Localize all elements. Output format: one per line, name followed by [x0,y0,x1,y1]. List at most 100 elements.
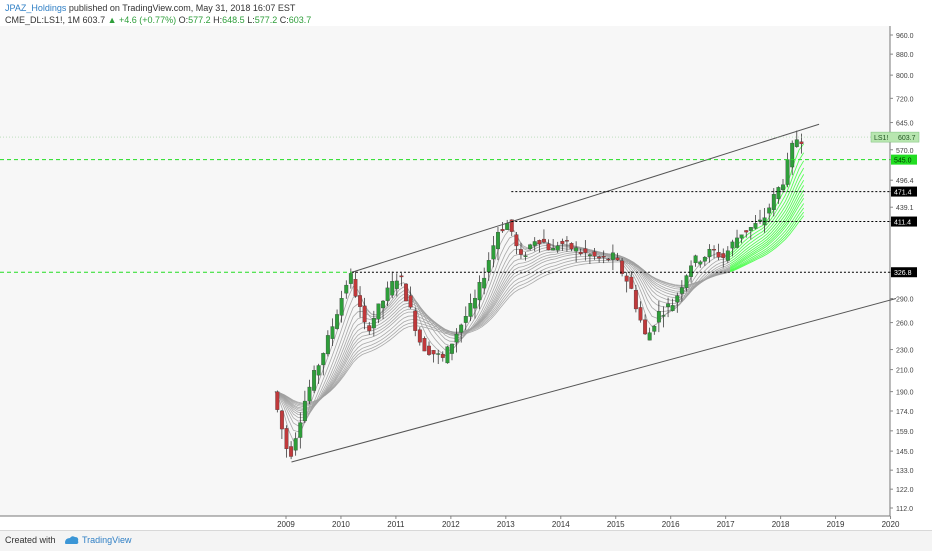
symbol-label[interactable]: CME_DL:LS1!, 1M [5,15,81,25]
candle-down [275,391,280,410]
x-tick-label: 2012 [442,520,460,529]
candle-up [698,261,703,265]
candle-up [587,254,592,257]
lower-channel-line [291,298,897,463]
y-tick-label: 260.0 [896,321,914,328]
candle-down [353,279,358,297]
candle-up [647,332,652,341]
ma-ribbon-line [274,244,731,422]
candle-up [684,275,689,289]
candle-up [679,287,684,294]
ma-ribbon-green-line [729,189,805,268]
ma-ribbon-green-line [729,211,805,272]
candle-up [532,241,537,246]
candle-down [289,446,294,457]
candle-up [735,237,739,248]
y-tick-label: 720.0 [896,96,914,103]
candle-up [689,265,694,277]
candle-up [381,300,385,309]
candle-up [330,326,335,339]
candle-down [629,276,634,289]
candle-down [537,240,542,245]
y-tick-label: 645.0 [896,121,914,128]
candle-down [592,251,597,257]
x-tick-label: 2011 [387,520,405,529]
y-tick-label: 960.0 [896,33,914,40]
candle-up [302,400,307,422]
candle-down [606,258,611,261]
candle-up [348,273,353,284]
candle-up [785,159,790,185]
candle-up [477,282,482,301]
candle-up [670,305,675,311]
y-tick-label: 439.1 [896,205,914,212]
y-tick-label: 290.0 [896,297,914,304]
y-tick-label: 133.0 [896,468,914,475]
low-value: 577.2 [254,15,278,25]
candle-up [555,245,560,251]
ma-ribbon-line [274,242,731,427]
y-tick-label: 112.0 [896,506,913,513]
tradingview-brand-link[interactable]: TradingView [82,535,132,545]
candle-down [431,350,436,355]
candle-up [454,333,459,343]
ma-ribbon-line [274,257,731,406]
candle-up [661,315,666,317]
ma-ribbon-green-line [729,160,805,258]
ma-ribbon-line [274,248,731,414]
ma-ribbon-green-line [729,207,805,272]
candle-up [482,277,487,289]
author-link[interactable]: JPAZ_Holdings [5,3,67,13]
ma-ribbon-line [274,253,731,409]
high-value: 648.5 [222,15,245,25]
candle-up [316,365,321,376]
candle-up [394,280,399,289]
candle-down [514,234,519,247]
y-tick-label: 570.0 [896,148,914,155]
y-tick-label: 122.0 [896,487,914,494]
candle-up [486,260,491,273]
candle-down [620,260,625,274]
candle-down [413,310,418,331]
created-with-label: Created with [5,535,56,545]
candle-down [721,253,726,258]
candle-up [610,252,615,260]
candle-up [790,142,795,168]
candle-down [624,275,629,282]
candle-up [491,245,496,260]
level-price-tag [891,216,917,227]
level-price-tag [891,186,917,197]
candle-up [652,325,657,332]
upper-channel-line [351,123,820,273]
candle-down [799,141,804,145]
candle-down [399,275,404,278]
candle-up [473,297,477,309]
price-chart[interactable]: 2009 2010 2011 2012 2013 2014 2015 2016 2017 2018… [0,0,932,530]
ohlc-legend: CME_DL:LS1!, 1M 603.7 ▲ +4.6 (+0.77%) O:… [5,14,311,26]
candle-down [601,256,606,258]
candle-up [656,311,661,323]
candle-up [693,255,698,264]
footer-bar: Created with TradingView [0,530,932,551]
candle-up [707,248,712,258]
y-tick-label: 190.0 [896,390,914,397]
tradingview-logo-icon [65,536,79,544]
candle-down [500,229,505,232]
y-tick-label: 159.0 [896,429,914,436]
ma-ribbon-line [274,235,731,433]
candle-down [509,219,514,232]
ma-ribbon-green-line [729,167,805,260]
candle-up [776,187,781,200]
high-label: H: [213,15,223,25]
y-tick-label: 174.0 [896,409,914,416]
x-tick-label: 2015 [607,520,625,529]
x-tick-label: 2019 [827,520,845,529]
x-tick-label: 2014 [552,520,570,529]
plot-area [0,26,890,516]
x-tick-label: 2010 [332,520,350,529]
ma-ribbon-green-line [729,152,805,255]
publish-info: published on TradingView.com, May 31, 20… [68,3,296,13]
candle-up [371,318,376,329]
candle-up [298,422,303,438]
